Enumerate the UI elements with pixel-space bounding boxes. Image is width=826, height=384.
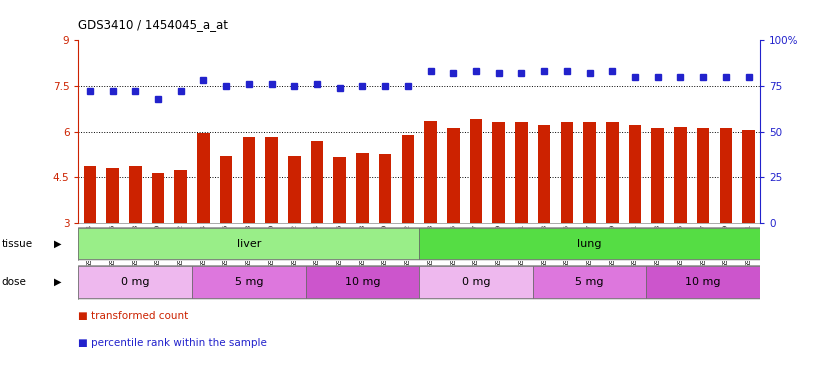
Bar: [192, 266, 306, 298]
Text: GDS3410 / 1454045_a_at: GDS3410 / 1454045_a_at: [78, 18, 229, 31]
Bar: [379, 154, 392, 223]
Text: liver: liver: [236, 239, 261, 249]
Text: 10 mg: 10 mg: [686, 277, 721, 287]
Bar: [401, 134, 414, 223]
Bar: [583, 122, 596, 223]
Text: ▶: ▶: [54, 277, 61, 287]
Text: ■ percentile rank within the sample: ■ percentile rank within the sample: [78, 338, 268, 348]
Bar: [743, 130, 755, 223]
Bar: [674, 127, 686, 223]
Bar: [697, 129, 710, 223]
Bar: [647, 266, 760, 298]
Bar: [107, 168, 119, 223]
Bar: [420, 266, 533, 298]
Bar: [288, 156, 301, 223]
Bar: [606, 122, 619, 223]
Bar: [492, 122, 505, 223]
Text: 5 mg: 5 mg: [235, 277, 263, 287]
Bar: [306, 266, 420, 298]
Text: lung: lung: [577, 239, 602, 249]
Bar: [447, 129, 459, 223]
Bar: [561, 122, 573, 223]
Bar: [470, 119, 482, 223]
Bar: [197, 133, 210, 223]
Bar: [78, 228, 420, 260]
Bar: [311, 141, 323, 223]
Bar: [83, 167, 96, 223]
Bar: [334, 157, 346, 223]
Bar: [129, 167, 141, 223]
Bar: [220, 156, 232, 223]
Bar: [719, 129, 732, 223]
Bar: [629, 126, 641, 223]
Bar: [265, 137, 278, 223]
Bar: [533, 266, 647, 298]
Bar: [425, 121, 437, 223]
Text: ▶: ▶: [54, 239, 61, 249]
Bar: [356, 153, 368, 223]
Bar: [652, 129, 664, 223]
Text: ■ transformed count: ■ transformed count: [78, 311, 188, 321]
Bar: [538, 126, 550, 223]
Bar: [420, 228, 760, 260]
Text: 10 mg: 10 mg: [344, 277, 380, 287]
Bar: [152, 174, 164, 223]
Text: 0 mg: 0 mg: [121, 277, 150, 287]
Bar: [515, 122, 528, 223]
Bar: [78, 266, 192, 298]
Text: 0 mg: 0 mg: [462, 277, 491, 287]
Text: tissue: tissue: [2, 239, 33, 249]
Text: 5 mg: 5 mg: [575, 277, 604, 287]
Bar: [174, 169, 187, 223]
Text: dose: dose: [2, 277, 26, 287]
Bar: [243, 137, 255, 223]
